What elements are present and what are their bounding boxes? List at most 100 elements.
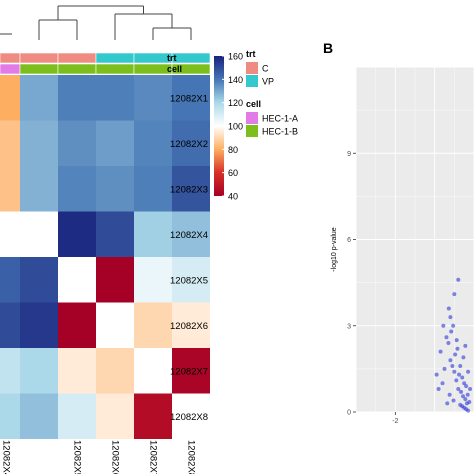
heatmap-cell bbox=[0, 257, 20, 303]
heatmap-cell bbox=[96, 348, 134, 394]
color-scale-label: 140 bbox=[228, 75, 243, 85]
scatter-point bbox=[456, 277, 461, 282]
scatter-point bbox=[453, 352, 458, 357]
heatmap-cell bbox=[172, 302, 210, 348]
heatmap-cell bbox=[96, 75, 134, 121]
color-scale-bar bbox=[214, 56, 224, 196]
heatmap-cell bbox=[20, 302, 58, 348]
heatmap-cell bbox=[134, 211, 172, 257]
trt-annotation-label: trt bbox=[167, 53, 177, 63]
scatter-point bbox=[464, 384, 469, 389]
trt-legend-label: C bbox=[262, 64, 269, 74]
heatmap-cell bbox=[96, 393, 134, 439]
heatmap-cell bbox=[0, 302, 20, 348]
scatter-point bbox=[457, 372, 462, 377]
heatmap-cell bbox=[20, 348, 58, 394]
heatmap-cell bbox=[172, 393, 210, 439]
y-tick-label: 3 bbox=[347, 323, 351, 330]
scatter-point bbox=[454, 338, 459, 343]
row-label: 12082X4 bbox=[170, 230, 208, 241]
heatmap-cell bbox=[58, 211, 96, 257]
y-tick-label: 0 bbox=[347, 410, 351, 417]
heatmap-cell bbox=[0, 166, 20, 212]
heatmap-cell bbox=[134, 257, 172, 303]
heatmap-cell bbox=[134, 348, 172, 394]
heatmap-cell bbox=[172, 166, 210, 212]
heatmap-cell bbox=[0, 211, 20, 257]
heatmap-cell bbox=[134, 302, 172, 348]
scatter-point bbox=[458, 402, 463, 407]
heatmap-cell bbox=[58, 348, 96, 394]
column-label: 12082X8 bbox=[185, 440, 196, 474]
heatmap-cell bbox=[134, 75, 172, 121]
heatmap-cell bbox=[172, 348, 210, 394]
y-tick-label: 9 bbox=[347, 151, 351, 158]
row-label: 12082X5 bbox=[170, 275, 208, 286]
trt-annotation-cell bbox=[171, 52, 211, 64]
scatter-point bbox=[463, 343, 468, 348]
heatmap-cell bbox=[0, 120, 20, 166]
color-scale-label: 40 bbox=[228, 192, 238, 202]
heatmap-cell bbox=[96, 257, 134, 303]
row-label: 12082X1 bbox=[170, 93, 208, 104]
heatmap-cell bbox=[20, 393, 58, 439]
column-label: 12082X5 bbox=[71, 440, 82, 474]
column-label: 12082X6 bbox=[109, 440, 120, 474]
heatmap-cell bbox=[20, 166, 58, 212]
scatter-point bbox=[434, 372, 439, 377]
cell-annotation-cell bbox=[57, 63, 97, 75]
trt-annotation-cell bbox=[57, 52, 97, 64]
cell-legend-title: cell bbox=[246, 99, 261, 109]
color-scale-label: 160 bbox=[228, 52, 243, 62]
scatter-point bbox=[448, 315, 453, 320]
heatmap-cell bbox=[20, 257, 58, 303]
heatmap-cell bbox=[58, 257, 96, 303]
trt-annotation-cell bbox=[95, 52, 135, 64]
scatter-point bbox=[445, 401, 450, 406]
scatter-point bbox=[460, 394, 465, 399]
heatmap-cell bbox=[0, 75, 20, 121]
heatmap-cell bbox=[20, 75, 58, 121]
heatmap-cell bbox=[58, 166, 96, 212]
scatter-point bbox=[436, 387, 441, 391]
scatter-point bbox=[458, 364, 463, 368]
scatter-point bbox=[440, 381, 445, 386]
scatter-point bbox=[455, 346, 460, 351]
heatmap-cell bbox=[96, 166, 134, 212]
column-dendrogram bbox=[0, 5, 192, 40]
scatter-point bbox=[438, 349, 443, 354]
column-label: 12082X7 bbox=[147, 440, 158, 474]
heatmap-cell bbox=[0, 393, 20, 439]
y-tick-label: 6 bbox=[347, 237, 351, 244]
scatter-point bbox=[467, 399, 472, 404]
scatter-point bbox=[452, 292, 457, 297]
row-label: 12082X6 bbox=[170, 321, 208, 332]
cell-legend-label: HEC-1-A bbox=[262, 114, 298, 124]
heatmap-cell bbox=[58, 75, 96, 121]
scatter-point bbox=[466, 369, 471, 374]
heatmap-cell bbox=[58, 393, 96, 439]
scatter-point bbox=[460, 375, 465, 380]
scatter-point bbox=[452, 369, 457, 374]
scatter-point bbox=[461, 355, 466, 360]
scatter-point bbox=[462, 381, 467, 386]
trt-annotation-cell bbox=[19, 52, 59, 64]
heatmap-cell bbox=[172, 75, 210, 121]
row-label: 12082X7 bbox=[170, 366, 208, 377]
heatmap-cell bbox=[172, 120, 210, 166]
scatter-point bbox=[442, 366, 447, 371]
heatmap-cell bbox=[58, 120, 96, 166]
trt-legend-swatch bbox=[246, 75, 258, 87]
row-label: 12082X2 bbox=[170, 139, 208, 150]
heatmap-panel: trtcell12082X112082X212082X312082X412082… bbox=[0, 5, 298, 474]
scatter-point bbox=[454, 378, 459, 383]
trt-annotation-bar bbox=[0, 52, 211, 64]
column-label: 12082X4 bbox=[0, 440, 11, 474]
y-axis-label: -log10 p-value bbox=[331, 227, 338, 271]
heatmap-cell bbox=[96, 211, 134, 257]
row-label: 12082X8 bbox=[170, 412, 208, 423]
scatter-point bbox=[444, 335, 449, 340]
scatter-point bbox=[451, 323, 456, 328]
heatmap-cell bbox=[172, 257, 210, 303]
